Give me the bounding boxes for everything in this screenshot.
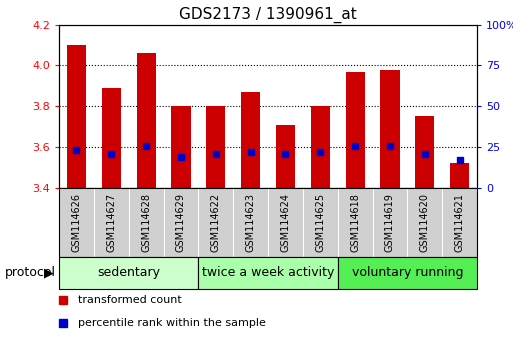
Text: GSM114620: GSM114620 [420, 193, 430, 252]
Text: GSM114628: GSM114628 [141, 193, 151, 252]
Bar [276, 125, 295, 188]
Bar [381, 70, 400, 188]
Title: GDS2173 / 1390961_at: GDS2173 / 1390961_at [179, 7, 357, 23]
Bar [338, 188, 372, 257]
Bar [346, 72, 365, 188]
Bar [450, 163, 469, 188]
Text: transformed count: transformed count [78, 295, 182, 305]
Bar [415, 116, 435, 188]
Bar [407, 188, 442, 257]
Text: GSM114626: GSM114626 [71, 193, 82, 252]
Text: GSM114618: GSM114618 [350, 193, 360, 252]
Text: sedentary: sedentary [97, 266, 160, 279]
Text: protocol: protocol [5, 266, 56, 279]
Text: GSM114623: GSM114623 [246, 193, 255, 252]
Text: GSM114621: GSM114621 [455, 193, 465, 252]
Bar [241, 92, 260, 188]
Text: GSM114622: GSM114622 [211, 193, 221, 252]
Bar [199, 188, 233, 257]
Text: GSM114629: GSM114629 [176, 193, 186, 252]
Text: percentile rank within the sample: percentile rank within the sample [78, 318, 266, 328]
Text: ▶: ▶ [44, 266, 53, 279]
Bar [233, 188, 268, 257]
Bar [102, 88, 121, 188]
Text: GSM114627: GSM114627 [106, 193, 116, 252]
Bar [164, 188, 199, 257]
Bar [338, 257, 477, 289]
Text: GSM114619: GSM114619 [385, 193, 395, 252]
Bar [59, 188, 94, 257]
Bar [311, 106, 330, 188]
Text: twice a week activity: twice a week activity [202, 266, 334, 279]
Bar [206, 106, 225, 188]
Bar [94, 188, 129, 257]
Bar [129, 188, 164, 257]
Bar [199, 257, 338, 289]
Bar [171, 106, 190, 188]
Bar [372, 188, 407, 257]
Bar [268, 188, 303, 257]
Bar [303, 188, 338, 257]
Text: GSM114625: GSM114625 [315, 193, 325, 252]
Bar [442, 188, 477, 257]
Bar [59, 257, 199, 289]
Text: voluntary running: voluntary running [351, 266, 463, 279]
Text: GSM114624: GSM114624 [281, 193, 290, 252]
Bar [136, 53, 155, 188]
Bar [67, 45, 86, 188]
